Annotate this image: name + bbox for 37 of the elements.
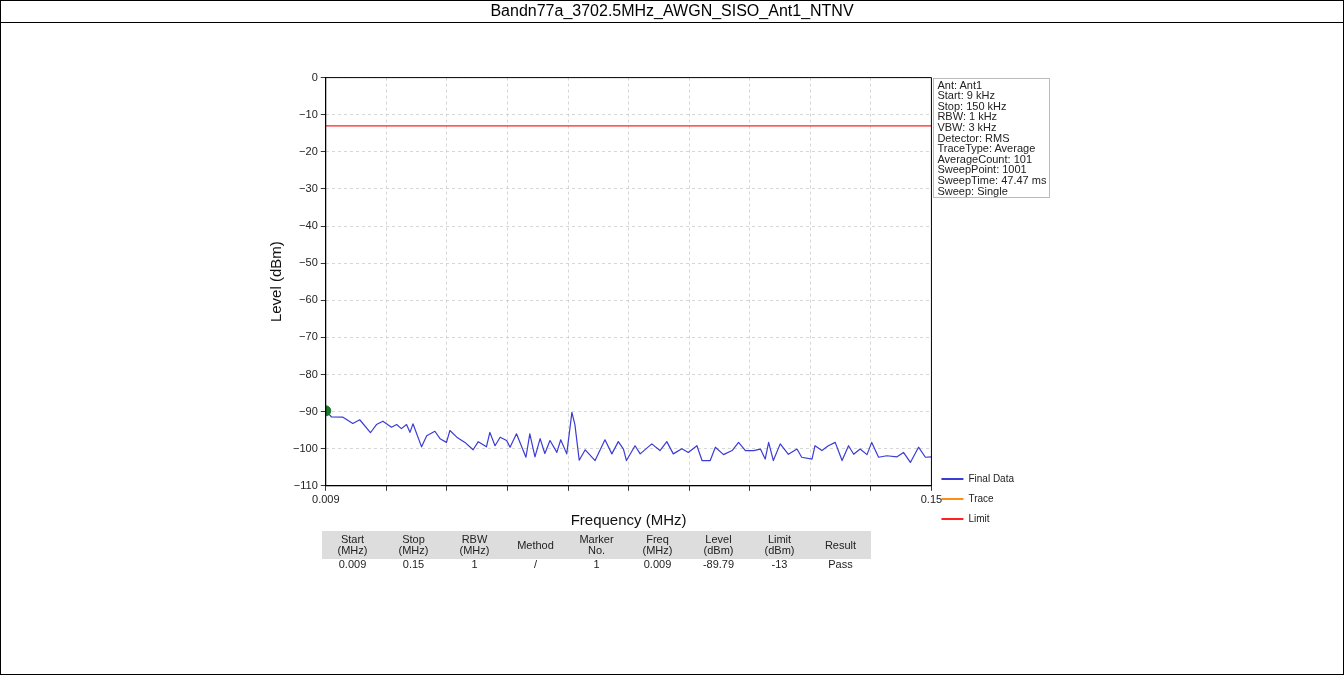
- legend-label: Limit: [968, 512, 990, 524]
- text: RBW (MHz): [444, 531, 505, 559]
- legend-label: Final Data: [968, 472, 1015, 484]
- text: Start (MHz): [322, 531, 383, 559]
- y-tick-label: −40: [299, 219, 318, 232]
- text: Freq (MHz): [627, 531, 688, 559]
- text: 0.15: [401, 558, 426, 570]
- y-tick-label: −110: [293, 478, 318, 491]
- text: -13: [770, 558, 789, 570]
- y-tick-label: −50: [299, 256, 318, 269]
- y-tick-label: −70: [299, 330, 318, 343]
- text: 0.009: [337, 558, 368, 570]
- y-tick-label: −100: [293, 441, 318, 454]
- y-tick-label: 0: [311, 70, 318, 83]
- text: Ant: Ant1 Start: 9 kHz Stop: 150 kHz RBW: 1 kHz VBW: 3 kHz Detector: RMS TraceType: Average AverageCount: 101 SweepPoint: 1001 SweepTime: 47.47 ms Sweep: Single: [937, 78, 1047, 197]
- text: Pass: [827, 558, 854, 570]
- text: Stop (MHz): [383, 531, 444, 559]
- legend-label: Trace: [968, 492, 995, 504]
- text: -89.79: [701, 558, 736, 570]
- chart-title: Bandn77a_3702.5MHz_AWGN_SISO_Ant1_NTNV: [0, 0, 1344, 23]
- y-axis-title: Level (dBm): [267, 241, 285, 323]
- y-tick-label: −60: [299, 293, 318, 306]
- x-axis-title: Frequency (MHz): [570, 511, 687, 529]
- text: 1: [592, 558, 601, 570]
- text: Limit (dBm): [749, 531, 810, 559]
- text: 1: [470, 558, 479, 570]
- text: Result: [810, 531, 871, 559]
- y-tick-label: −10: [299, 107, 318, 120]
- text: /: [532, 558, 539, 570]
- y-tick-label: −90: [299, 404, 318, 417]
- y-tick-label: −30: [299, 181, 318, 194]
- y-tick-label: −80: [299, 367, 318, 380]
- text: Marker No.: [566, 531, 627, 559]
- text: Level (dBm): [688, 531, 749, 559]
- text: 0.009: [642, 558, 673, 570]
- text: Method: [505, 531, 566, 559]
- y-tick-label: −20: [299, 144, 318, 157]
